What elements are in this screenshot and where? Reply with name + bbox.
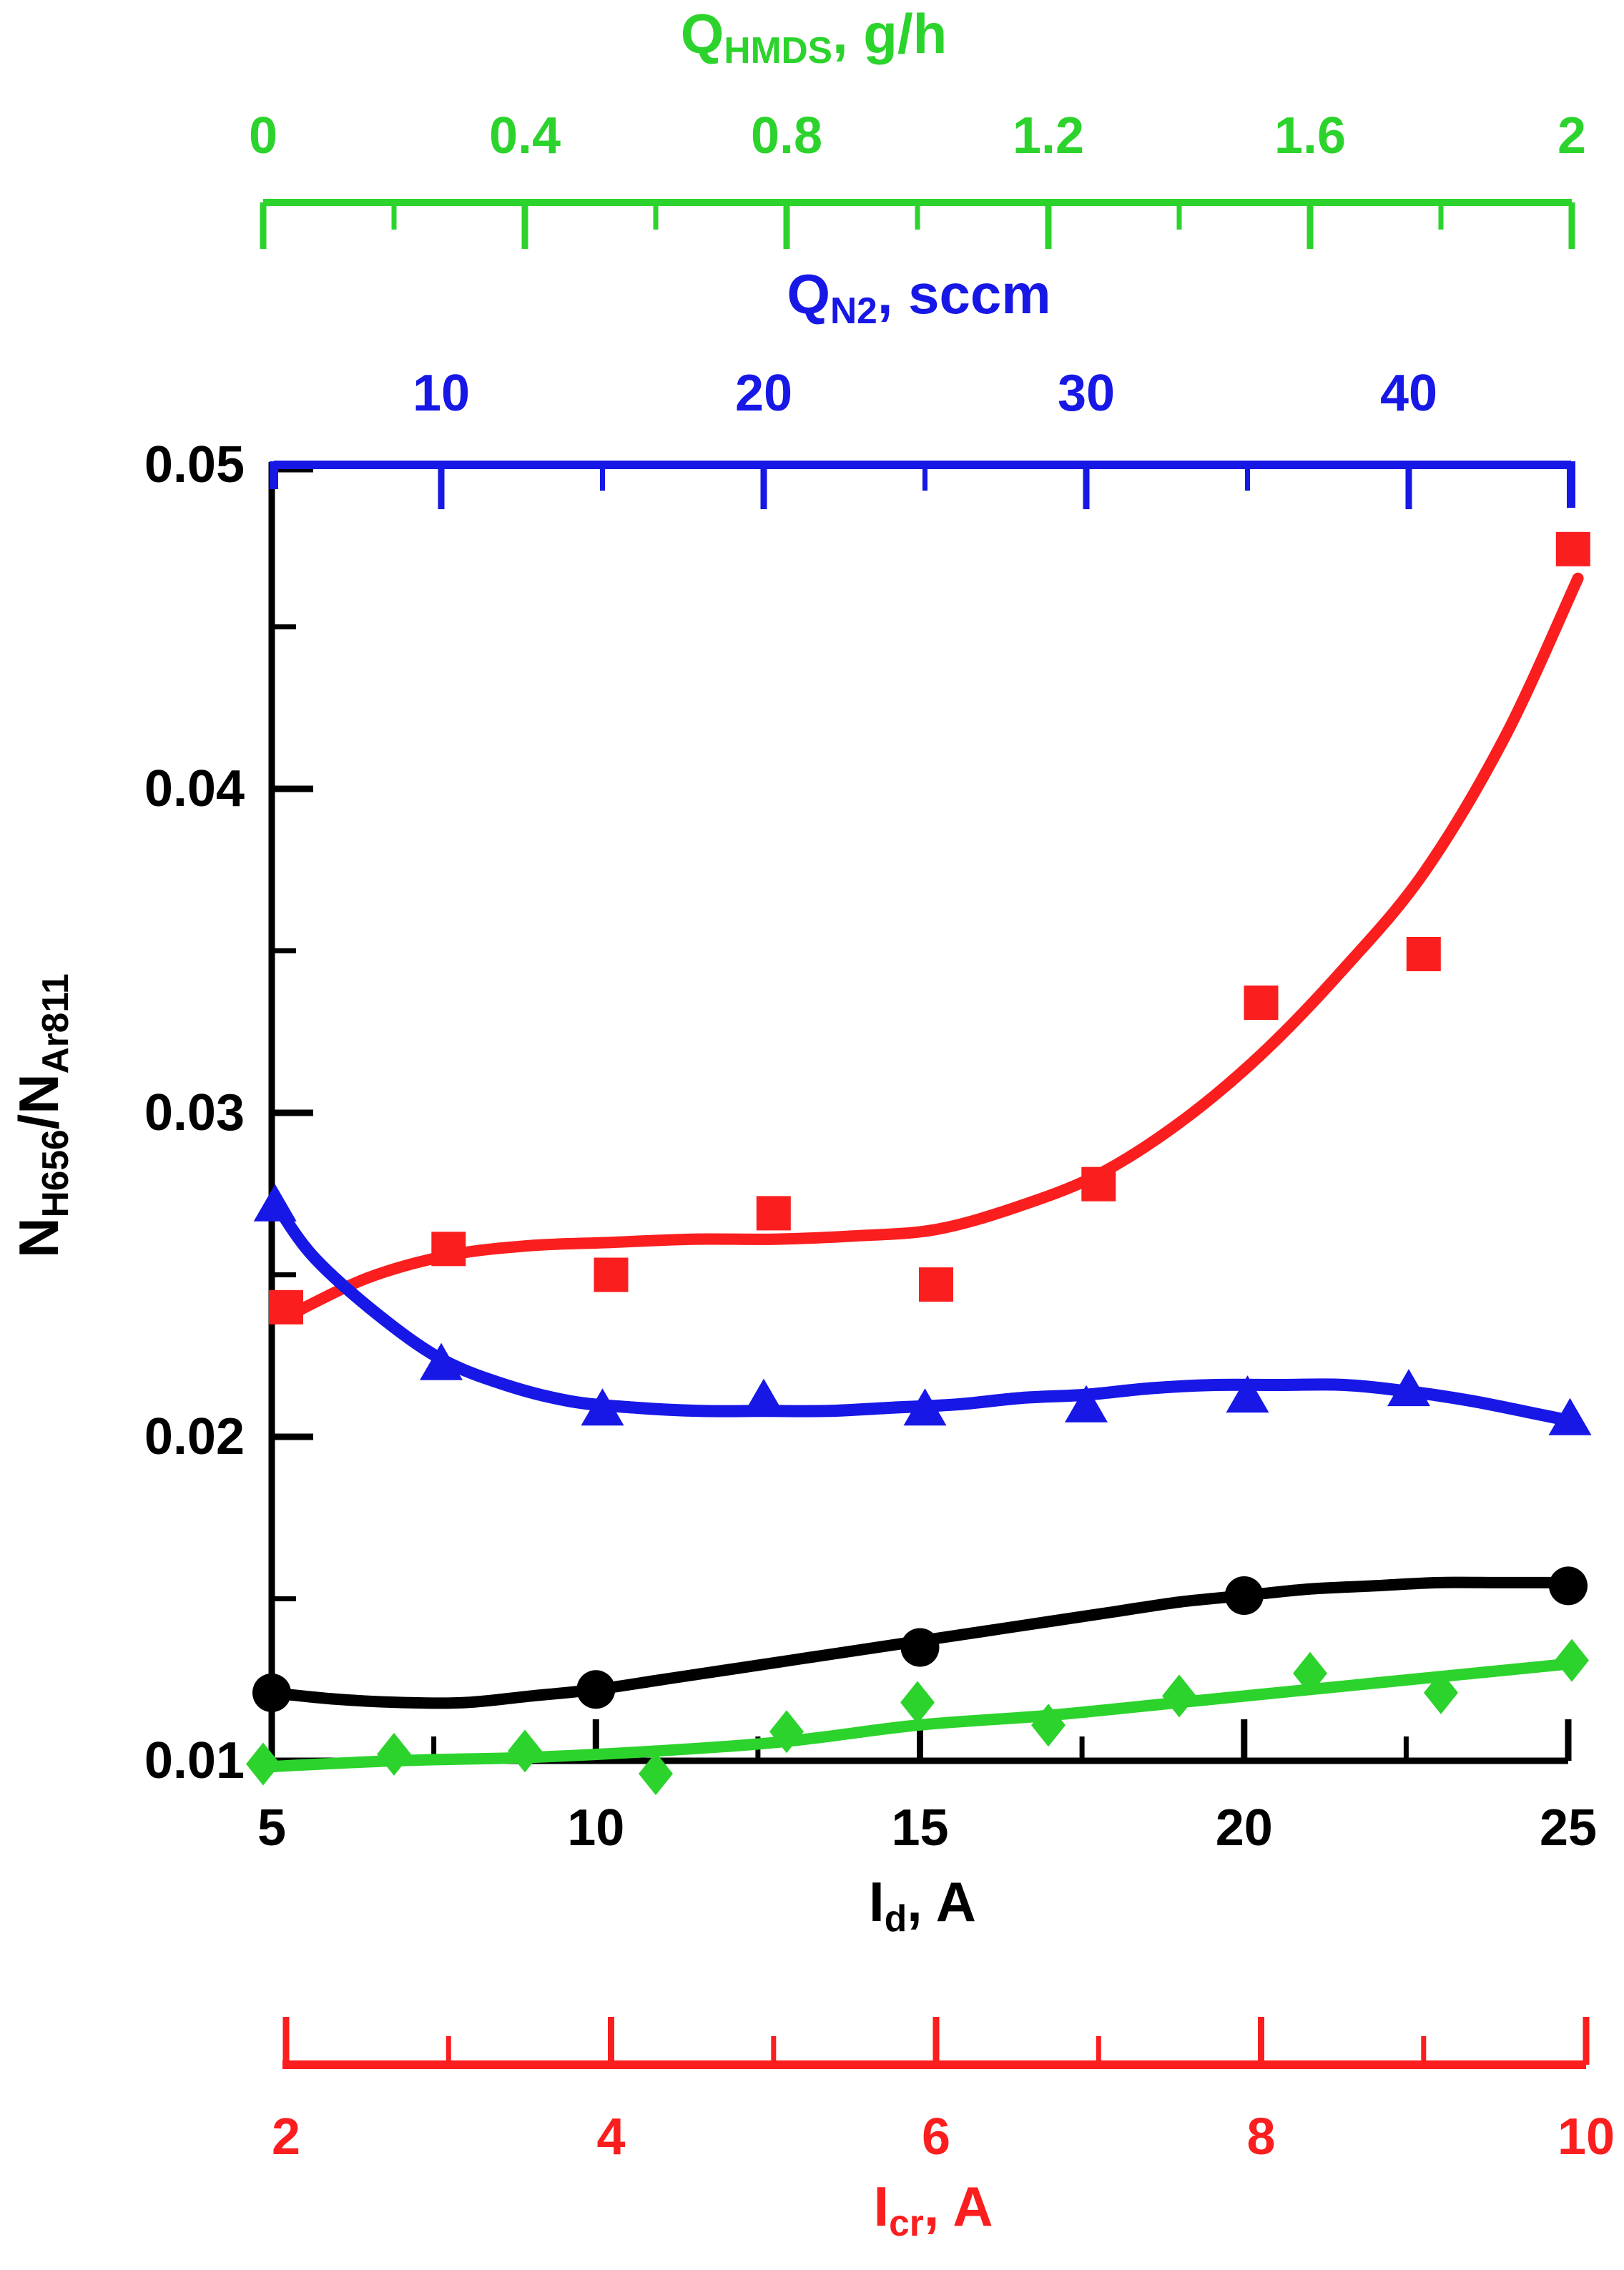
triangle-marker bbox=[1548, 1397, 1592, 1435]
circle-marker bbox=[576, 1670, 616, 1709]
blue-fit-curve bbox=[267, 1194, 1576, 1427]
triangle-marker bbox=[253, 1184, 297, 1222]
red-axis-title: Icr, A bbox=[873, 2178, 993, 2241]
black-tick-label: 20 bbox=[1216, 1799, 1273, 1857]
green-tick-label: 1.6 bbox=[1274, 107, 1346, 164]
blue-axis-title: QN2, sccm bbox=[787, 266, 1050, 329]
diamond-marker bbox=[508, 1729, 542, 1773]
red-tick-label: 6 bbox=[922, 2108, 950, 2166]
blue-axis-title-sub: N2 bbox=[830, 290, 877, 332]
square-marker bbox=[1406, 937, 1441, 971]
red-tick-label: 10 bbox=[1557, 2108, 1615, 2166]
green-axis: 0 0.4 0.8 1.2 1.6 2 bbox=[249, 107, 1586, 249]
series-curve-green bbox=[250, 1658, 1578, 1774]
black-axis-title-sub: d bbox=[884, 1897, 907, 1940]
circle-marker bbox=[1224, 1576, 1264, 1615]
diamond-marker bbox=[900, 1681, 935, 1724]
circle-marker bbox=[900, 1628, 940, 1667]
series-markers-blue bbox=[253, 1184, 1592, 1435]
black-tick-label: 10 bbox=[567, 1799, 624, 1857]
series-markers-green bbox=[246, 1638, 1589, 1796]
square-marker bbox=[1555, 531, 1590, 566]
red-fit-curve bbox=[280, 572, 1584, 1323]
blue-tick-label: 10 bbox=[413, 365, 470, 422]
green-axis-title-sub: HMDS bbox=[724, 29, 832, 72]
blue-tick-label: 40 bbox=[1380, 365, 1437, 422]
diamond-marker bbox=[377, 1732, 411, 1776]
diamond-marker bbox=[1162, 1674, 1196, 1718]
square-marker bbox=[919, 1267, 953, 1302]
green-tick-label: 0.4 bbox=[489, 107, 561, 164]
y-axis-title-p1: N bbox=[7, 1217, 70, 1258]
blue-tick-label: 30 bbox=[1058, 365, 1115, 422]
black-tick-label: 5 bbox=[257, 1799, 286, 1857]
circle-marker bbox=[252, 1673, 291, 1712]
square-marker bbox=[269, 1289, 303, 1325]
black-axis-title-rest: , A bbox=[907, 1870, 976, 1933]
triangle-marker bbox=[1065, 1385, 1108, 1423]
black-axis: 5 10 15 20 25 bbox=[257, 1719, 1597, 1857]
green-axis-title: QHMDS, g/h bbox=[681, 6, 948, 69]
diamond-marker bbox=[1293, 1651, 1327, 1695]
red-tick-label: 8 bbox=[1246, 2108, 1275, 2166]
square-marker bbox=[756, 1196, 791, 1231]
black-axis-title-main: I bbox=[869, 1870, 885, 1933]
series-markers-red bbox=[269, 531, 1590, 1325]
green-axis-title-main: Q bbox=[680, 2, 724, 65]
diamond-marker bbox=[1424, 1671, 1458, 1714]
red-axis-title-rest: , A bbox=[923, 2175, 993, 2238]
blue-axis-title-main: Q bbox=[787, 262, 831, 325]
red-tick-label: 4 bbox=[596, 2108, 625, 2166]
y-tick-label: 0.05 bbox=[144, 436, 245, 493]
red-axis: 2 4 6 8 10 bbox=[272, 2017, 1615, 2166]
green-tick-label: 0.8 bbox=[751, 107, 822, 164]
triangle-marker bbox=[742, 1378, 785, 1416]
triangle-marker bbox=[1226, 1375, 1269, 1413]
y-axis-title-p2: /N bbox=[7, 1073, 70, 1130]
square-marker bbox=[594, 1257, 629, 1292]
triangle-marker bbox=[1387, 1369, 1430, 1407]
y-tick-label: 0.01 bbox=[144, 1732, 245, 1789]
green-tick-label: 1.2 bbox=[1013, 107, 1084, 164]
diamond-marker bbox=[246, 1742, 280, 1786]
series-curve-blue bbox=[267, 1194, 1576, 1427]
black-tick-label: 15 bbox=[891, 1799, 948, 1857]
y-axis: 0.01 0.02 0.03 0.04 0.05 bbox=[144, 436, 313, 1789]
y-tick-label: 0.03 bbox=[144, 1084, 245, 1141]
green-axis-title-rest: , g/h bbox=[832, 2, 948, 65]
series-curve-red bbox=[280, 572, 1584, 1323]
black-axis-title: Id, A bbox=[869, 1874, 976, 1937]
square-marker bbox=[1244, 986, 1279, 1020]
y-axis-title-s1: H656 bbox=[34, 1129, 77, 1218]
green-tick-label: 2 bbox=[1557, 107, 1586, 164]
red-axis-title-sub: cr bbox=[889, 2202, 924, 2244]
y-axis-title-s2: Ar811 bbox=[34, 973, 77, 1074]
green-tick-label: 0 bbox=[249, 107, 277, 164]
blue-axis-title-rest: , sccm bbox=[877, 262, 1051, 325]
y-tick-label: 0.02 bbox=[144, 1408, 245, 1465]
y-tick-label: 0.04 bbox=[144, 760, 245, 817]
square-marker bbox=[1081, 1166, 1116, 1202]
diamond-marker bbox=[639, 1752, 673, 1796]
green-fit-curve bbox=[250, 1658, 1578, 1774]
diamond-marker bbox=[769, 1710, 804, 1754]
red-axis-title-main: I bbox=[873, 2175, 890, 2238]
red-tick-label: 2 bbox=[272, 2108, 300, 2166]
y-axis-title: NH656/NAr811 bbox=[0, 865, 78, 1366]
blue-tick-label: 20 bbox=[735, 365, 792, 422]
triangle-marker bbox=[581, 1388, 624, 1426]
triangle-marker bbox=[420, 1342, 463, 1380]
series-markers-black bbox=[252, 1566, 1588, 1712]
circle-marker bbox=[1549, 1566, 1588, 1606]
triangle-marker bbox=[903, 1388, 947, 1426]
black-tick-label: 25 bbox=[1540, 1799, 1597, 1857]
square-marker bbox=[431, 1232, 466, 1267]
diamond-marker bbox=[1031, 1704, 1066, 1747]
diamond-marker bbox=[1555, 1638, 1589, 1682]
blue-axis: 10 20 30 40 bbox=[270, 365, 1575, 509]
